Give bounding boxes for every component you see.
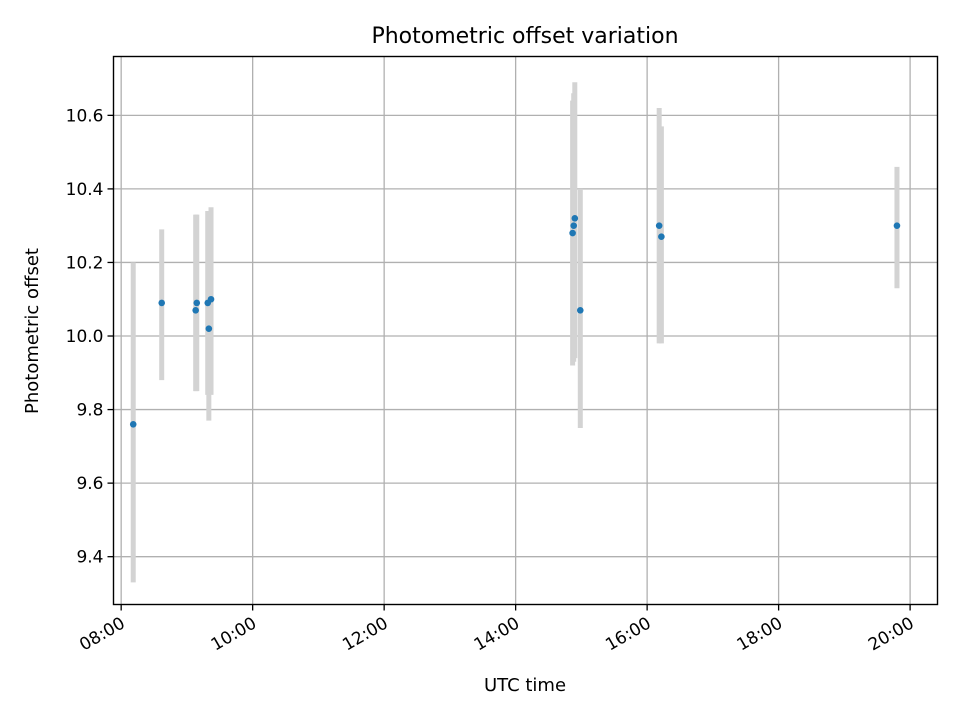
data-point <box>569 229 576 237</box>
data-point <box>207 295 215 303</box>
x-tick-label: 10:00 <box>208 614 260 656</box>
x-tick-label: 16:00 <box>602 614 654 656</box>
y-axis-label: Photometric offset <box>22 248 43 414</box>
data-point <box>658 233 665 241</box>
data-point <box>893 222 901 229</box>
data-point <box>570 222 578 229</box>
y-axis-ticks: 9.4 9.6 9.8 10.0 10.2 10.4 10.6 <box>66 106 114 568</box>
y-tick-label: 10.4 <box>66 180 104 200</box>
x-axis-label: UTC time <box>484 675 566 696</box>
chart-title: Photometric offset variation <box>371 24 678 49</box>
plot-frame <box>112 55 939 606</box>
y-tick-label: 9.6 <box>76 474 103 494</box>
y-tick-label: 9.8 <box>76 401 103 421</box>
x-tick-label: 12:00 <box>339 614 391 656</box>
data-point <box>655 222 663 229</box>
x-axis-ticks: 08:00 10:00 12:00 14:00 16:00 18:00 20:00 <box>76 604 918 656</box>
data-points <box>129 215 901 428</box>
y-tick-label: 10.0 <box>66 327 104 347</box>
data-point <box>571 215 579 222</box>
y-tick-label: 9.4 <box>76 548 103 568</box>
data-point <box>205 325 213 332</box>
x-tick-label: 14:00 <box>471 614 523 656</box>
data-point <box>192 306 199 314</box>
y-tick-label: 10.2 <box>66 253 104 273</box>
data-point <box>129 420 137 428</box>
y-tick-label: 10.6 <box>66 106 104 126</box>
grid-lines <box>113 56 938 605</box>
x-tick-label: 20:00 <box>865 614 917 656</box>
x-tick-label: 08:00 <box>76 614 128 656</box>
data-point <box>576 306 584 314</box>
data-point <box>193 299 201 307</box>
x-tick-label: 18:00 <box>734 614 786 656</box>
data-point <box>158 299 166 307</box>
